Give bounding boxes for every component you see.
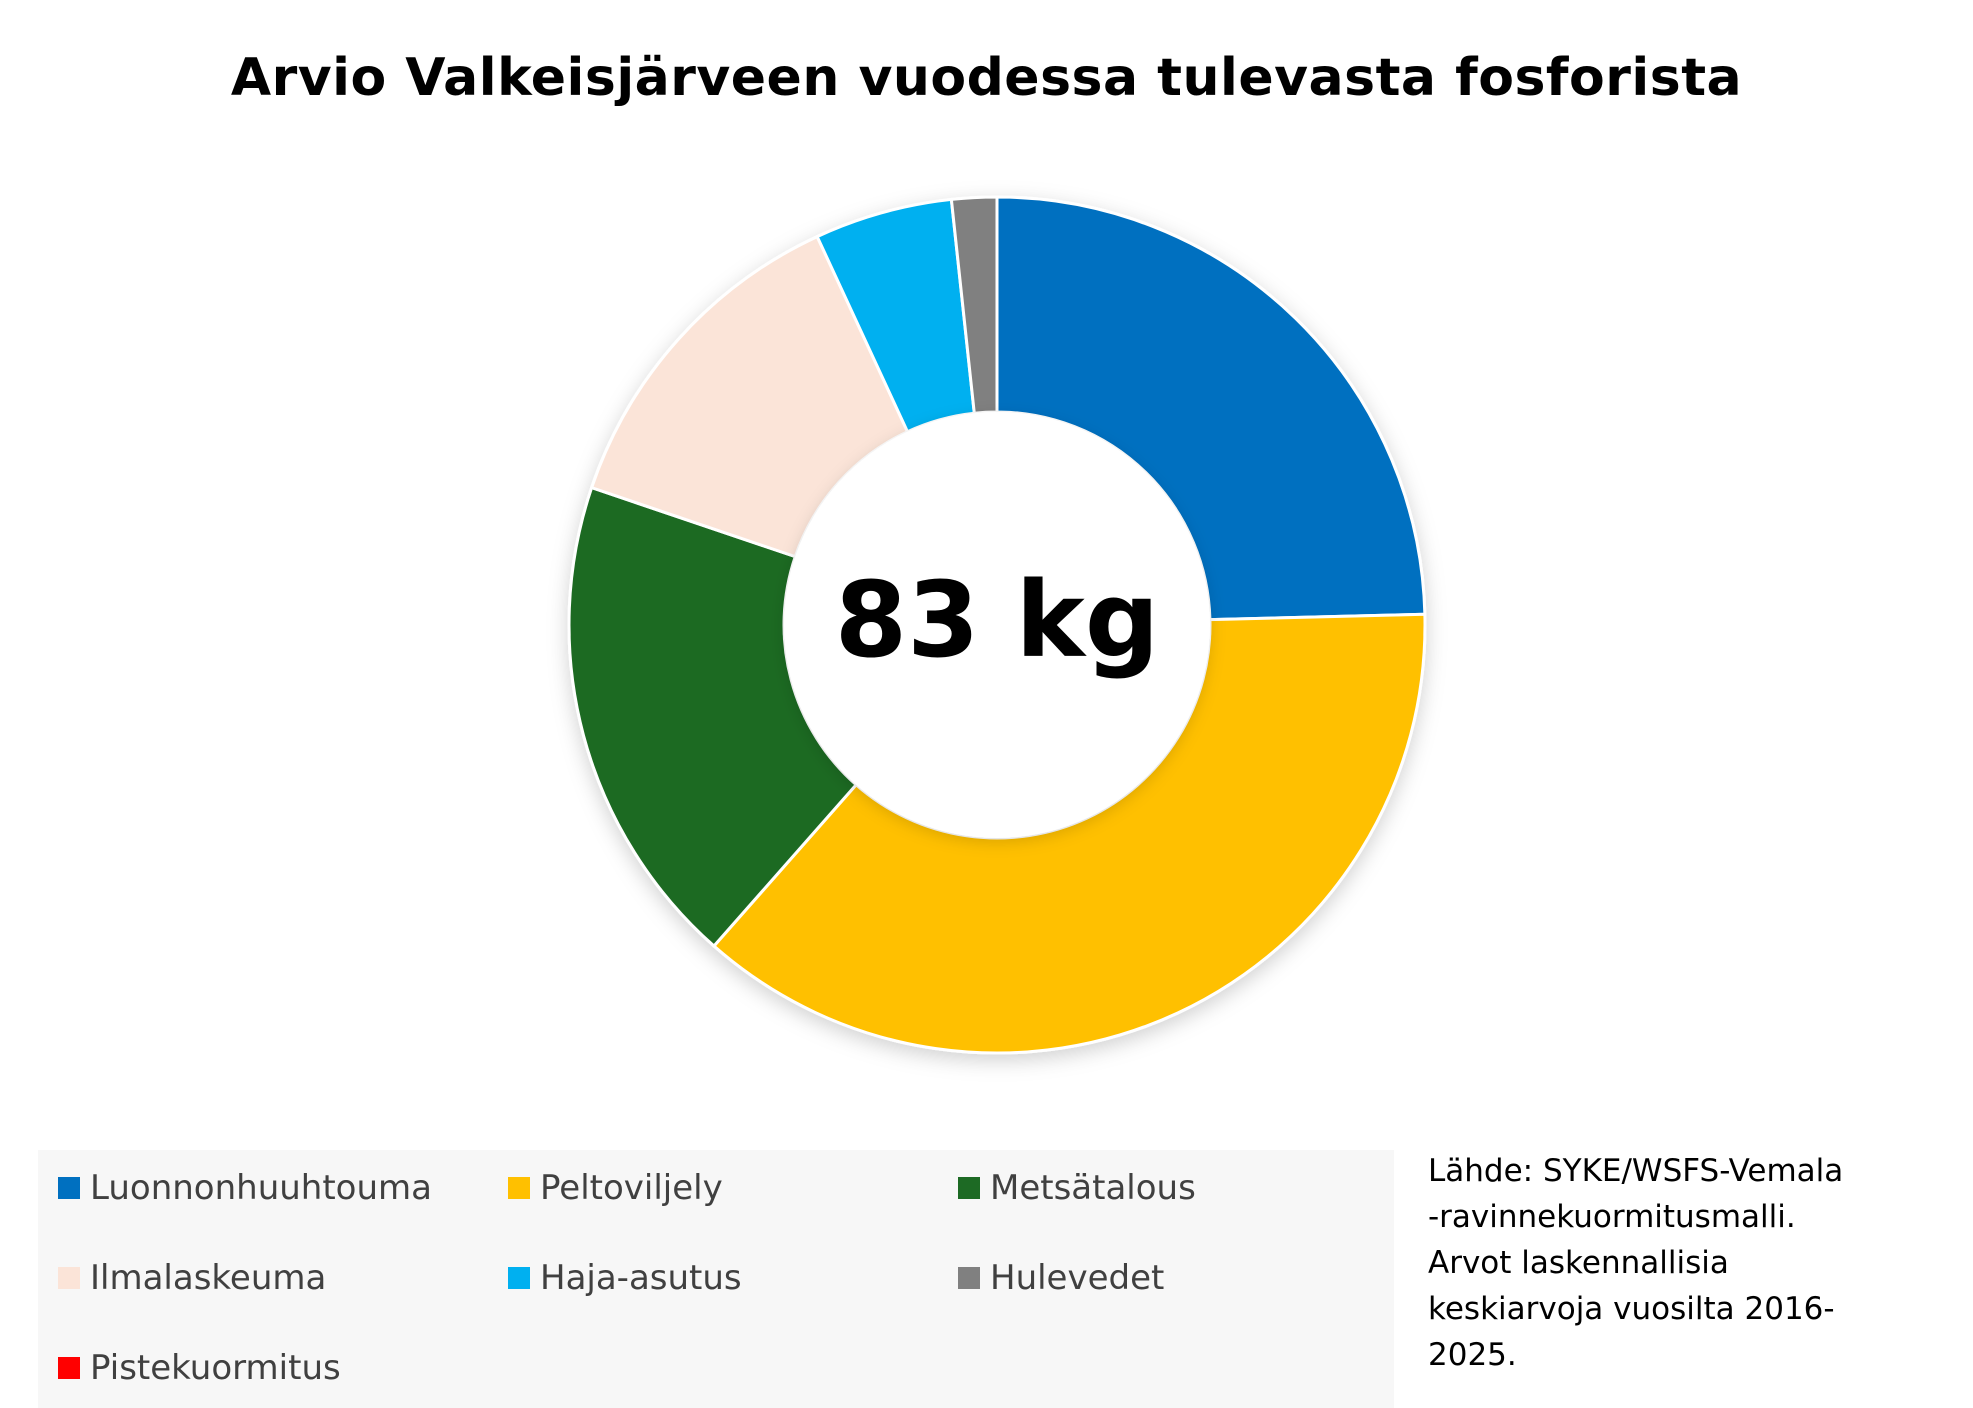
donut-chart — [567, 195, 1427, 1055]
source-note-line: 2025. — [1428, 1337, 1517, 1373]
legend-swatch-icon — [58, 1267, 80, 1289]
legend-label: Peltoviljely — [540, 1168, 723, 1208]
legend-swatch-icon — [58, 1177, 80, 1199]
legend-item-pistekuormitus: Pistekuormitus — [58, 1343, 341, 1393]
legend-swatch-icon — [958, 1177, 980, 1199]
legend-item-ilmalaskeuma: Ilmalaskeuma — [58, 1253, 326, 1303]
legend-swatch-icon — [58, 1357, 80, 1379]
legend: Luonnonhuuhtouma Peltoviljely Metsätalou… — [38, 1150, 1394, 1408]
donut-hole — [784, 412, 1210, 838]
source-note-line: Arvot laskennallisia — [1428, 1245, 1729, 1281]
chart-title: Arvio Valkeisjärveen vuodessa tulevasta … — [230, 48, 1743, 108]
legend-item-metsatalous: Metsätalous — [958, 1163, 1196, 1213]
legend-label: Haja-asutus — [540, 1258, 742, 1298]
source-note: Lähde: SYKE/WSFS-Vemala -ravinnekuormitu… — [1428, 1148, 1948, 1378]
legend-item-luonnonhuuhtouma: Luonnonhuuhtouma — [58, 1163, 432, 1213]
legend-label: Hulevedet — [990, 1258, 1165, 1298]
legend-item-hulevedet: Hulevedet — [958, 1253, 1164, 1303]
legend-swatch-icon — [958, 1267, 980, 1289]
legend-swatch-icon — [508, 1267, 530, 1289]
legend-swatch-icon — [508, 1177, 530, 1199]
source-note-line: keskiarvoja vuosilta 2016- — [1428, 1291, 1835, 1327]
legend-label: Metsätalous — [990, 1168, 1196, 1208]
source-note-line: -ravinnekuormitusmalli. — [1428, 1199, 1796, 1235]
legend-item-peltoviljely: Peltoviljely — [508, 1163, 723, 1213]
legend-label: Pistekuormitus — [90, 1348, 341, 1388]
legend-label: Luonnonhuuhtouma — [90, 1168, 432, 1208]
legend-label: Ilmalaskeuma — [90, 1258, 327, 1298]
legend-item-haja-asutus: Haja-asutus — [508, 1253, 742, 1303]
total-value-label: 83 kg — [834, 559, 1160, 681]
source-note-line: Lähde: SYKE/WSFS-Vemala — [1428, 1153, 1844, 1189]
